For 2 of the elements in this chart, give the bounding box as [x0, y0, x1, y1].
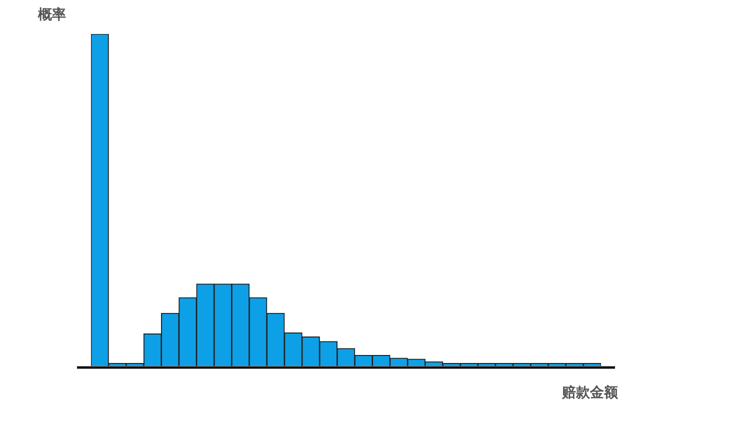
x-axis-title: 赔款金额	[562, 384, 618, 402]
y-axis-title: 概率	[38, 6, 66, 24]
